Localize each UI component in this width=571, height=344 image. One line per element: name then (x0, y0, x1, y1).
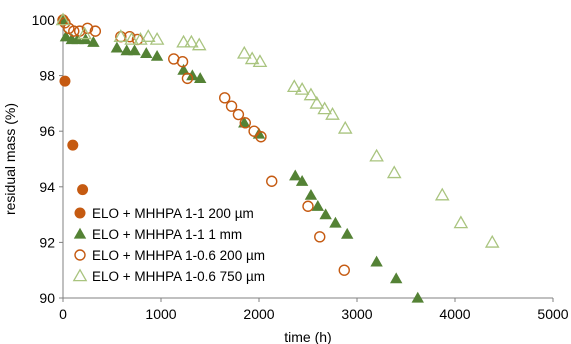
data-point (390, 272, 403, 284)
legend-item: ELO + MHHPA 1-1 1 mm (73, 227, 242, 242)
data-point (89, 25, 102, 37)
series-2 (56, 13, 424, 303)
data-point (77, 184, 89, 196)
legend-label: ELO + MHHPA 1-0.6 200 µm (92, 248, 265, 263)
legend: ELO + MHHPA 1-1 200 µm ELO + MHHPA 1-1 1 … (72, 206, 265, 284)
data-point (150, 49, 164, 61)
data-point (191, 37, 207, 51)
data-point (337, 120, 353, 134)
data-point (186, 69, 199, 81)
data-point (311, 200, 324, 211)
x-tick-label: 2000 (243, 306, 274, 322)
y-tick-label: 90 (39, 290, 55, 306)
data-point (341, 227, 354, 239)
legend-marker (74, 249, 86, 261)
y-tick-label: 100 (32, 12, 56, 28)
data-point (124, 31, 139, 45)
data-point (266, 175, 278, 187)
data-point (289, 169, 302, 181)
data-point (252, 54, 268, 67)
data-point (319, 208, 332, 220)
data-point (434, 187, 450, 201)
series-3 (57, 14, 350, 276)
data-point (255, 131, 267, 143)
data-point (314, 231, 326, 243)
data-point (77, 26, 92, 40)
data-point (120, 44, 133, 56)
data-point (176, 56, 189, 68)
data-point (194, 72, 207, 84)
data-point (87, 36, 100, 47)
data-point (128, 44, 141, 56)
data-point (386, 165, 402, 179)
data-point (294, 81, 310, 95)
legend-item: ELO + MHHPA 1-0.6 200 µm (74, 248, 265, 263)
legend-marker (74, 207, 86, 219)
data-point (177, 63, 190, 75)
data-point (68, 25, 80, 37)
legend-label: ELO + MHHPA 1-1 200 µm (92, 206, 254, 221)
x-tick-label: 4000 (439, 306, 470, 322)
series-4 (55, 12, 500, 248)
data-points (55, 12, 500, 303)
data-point (55, 12, 71, 26)
x-tick-label: 1000 (145, 306, 176, 322)
data-point (244, 51, 260, 65)
data-point (303, 87, 319, 101)
data-point (325, 107, 340, 120)
legend-item: ELO + MHHPA 1-0.6 750 µm (72, 268, 265, 284)
data-point (140, 47, 153, 59)
data-point (453, 215, 469, 229)
data-point (232, 108, 245, 121)
data-point (184, 34, 199, 48)
data-point (302, 200, 314, 212)
data-point (248, 125, 260, 137)
axes (59, 19, 554, 302)
x-tick-label: 0 (59, 306, 67, 322)
data-point (369, 148, 384, 162)
data-point (59, 75, 71, 87)
data-point (67, 139, 79, 151)
data-point (317, 101, 332, 115)
legend-label: ELO + MHHPA 1-0.6 750 µm (92, 269, 265, 284)
data-point (338, 264, 350, 276)
data-point (176, 34, 191, 48)
y-axis-label: residual mass (%) (2, 103, 18, 215)
data-point (370, 255, 383, 267)
y-tick-label: 96 (39, 123, 55, 139)
data-point (149, 31, 165, 45)
data-point (295, 175, 309, 186)
data-point (411, 291, 424, 303)
data-point (309, 95, 325, 109)
legend-label: ELO + MHHPA 1-1 1 mm (92, 227, 242, 242)
data-point (236, 45, 252, 59)
y-tick-label: 94 (39, 179, 55, 195)
data-point (140, 29, 156, 42)
x-tick-label: 3000 (341, 306, 372, 322)
y-tick-label: 98 (39, 68, 55, 84)
x-axis-label: time (h) (284, 329, 331, 344)
data-point (110, 41, 124, 53)
legend-marker (72, 268, 88, 282)
data-point (239, 117, 251, 129)
data-point (329, 216, 342, 228)
data-point (484, 234, 500, 248)
data-point (225, 100, 238, 112)
legend-marker (73, 227, 87, 239)
data-point (286, 79, 302, 93)
data-point (181, 72, 194, 85)
x-tick-label: 5000 (537, 306, 568, 322)
data-point (218, 92, 231, 104)
data-point (113, 29, 129, 42)
y-tick-label: 92 (39, 234, 55, 250)
legend-item: ELO + MHHPA 1-1 200 µm (74, 206, 254, 221)
data-point (304, 188, 318, 200)
